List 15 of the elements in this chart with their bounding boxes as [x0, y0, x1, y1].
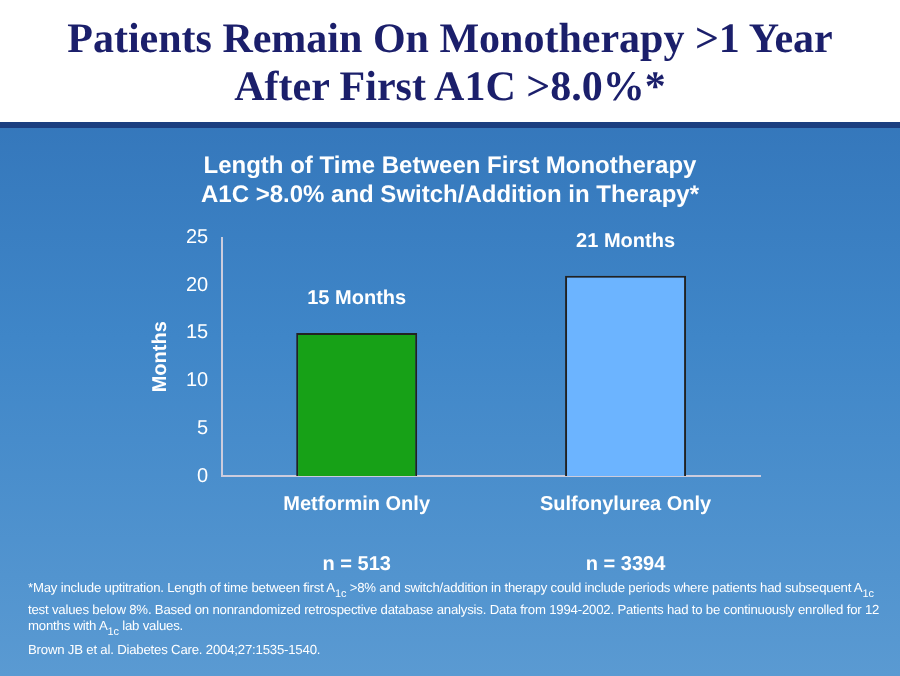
x-tick-label: Metformin Only: [283, 493, 431, 516]
y-tick-label: 10: [186, 370, 210, 393]
y-tick-label: 25: [186, 227, 210, 250]
y-tick-label: 5: [197, 417, 210, 440]
x-tick-label: Sulfonylurea Only: [539, 493, 712, 516]
chart-title: Patients Remain On Monotherapy >1 Year After First A1C >8.0%*: [0, 0, 900, 128]
y-tick-label: 0: [197, 465, 210, 488]
data-label: 15 Months: [307, 288, 407, 311]
data-label: 21 Months: [576, 231, 676, 254]
chart-subtitle: Length of Time Between First Monotherapy A1C >8.0% and Switch/Addition in Therapy*: [200, 151, 700, 208]
text: n = 3394: [585, 553, 667, 576]
text: n = 513: [322, 553, 392, 576]
y-tick-label: 15: [186, 322, 210, 345]
y-tick-label: 20: [186, 274, 210, 297]
y-axis-title: Months: [149, 320, 172, 393]
